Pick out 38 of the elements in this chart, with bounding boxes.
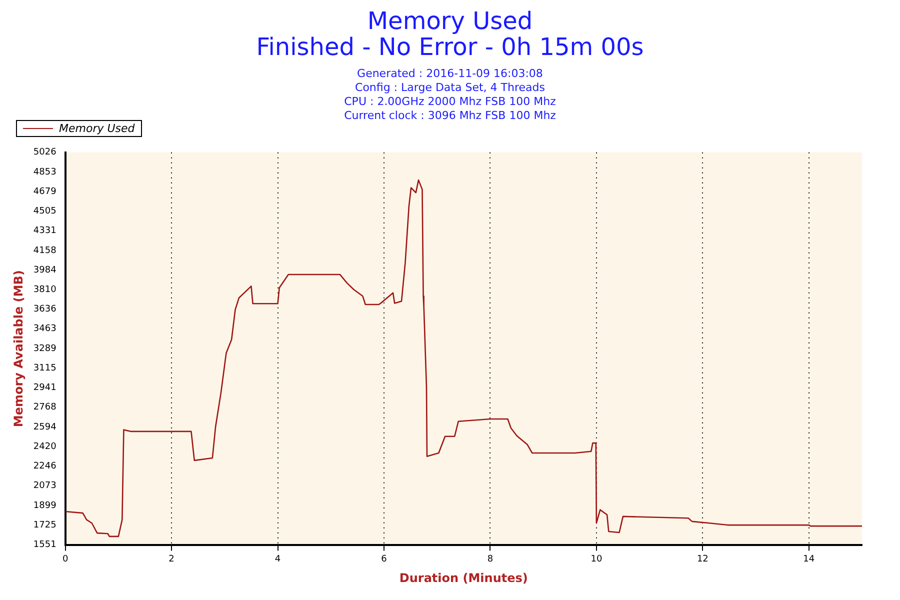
- x-tick-label: 2: [168, 554, 174, 565]
- y-tick-label: 3463: [33, 324, 56, 334]
- y-tick-label: 3810: [33, 285, 57, 296]
- y-tick-label: 1899: [33, 500, 57, 511]
- y-tick-label: 4679: [33, 186, 57, 197]
- y-tick-label: 3636: [33, 304, 57, 315]
- y-axis-title: Memory Available (MB): [11, 270, 26, 428]
- y-tick-label: 3984: [33, 265, 57, 276]
- y-tick-label: 3289: [33, 344, 57, 354]
- x-tick-label: 12: [696, 554, 708, 565]
- x-tick-label: 0: [62, 554, 68, 565]
- x-axis-title: Duration (Minutes): [399, 570, 528, 585]
- y-tick-label: 4853: [33, 167, 56, 178]
- legend-label: Memory Used: [59, 122, 135, 135]
- text: Generated : 2016-11-09 16:03:08: [356, 66, 544, 81]
- y-tick-label: 4505: [33, 206, 56, 217]
- y-tick-label: 1725: [33, 520, 56, 530]
- y-tick-label: 4331: [33, 226, 56, 236]
- text: CPU : 2.00GHz 2000 Mhz FSB 100 Mhz: [343, 94, 557, 109]
- y-tick-label: 1551: [33, 540, 56, 550]
- x-tick-label: 6: [381, 554, 388, 565]
- chart-subtitle: Finished - No Error - 0h 15m 00s: [255, 33, 645, 62]
- y-tick-label: 2594: [33, 422, 57, 432]
- x-tick-label: 8: [487, 554, 494, 565]
- y-tick-label: 3115: [33, 364, 56, 374]
- y-tick-label: 4158: [33, 246, 57, 256]
- x-tick-label: 4: [274, 554, 281, 565]
- y-tick-label: 2420: [33, 442, 57, 452]
- x-tick-label: 14: [803, 554, 815, 565]
- y-tick-label: 2073: [33, 481, 56, 492]
- y-tick-label: 2768: [33, 402, 57, 413]
- y-tick-label: 5026: [33, 148, 57, 158]
- y-tick-label: 2246: [33, 462, 57, 472]
- text: Current clock : 3096 Mhz FSB 100 Mhz: [343, 108, 557, 123]
- chart-title: Memory Used: [366, 7, 534, 35]
- x-tick-label: 10: [590, 554, 602, 565]
- text: Config : Large Data Set, 4 Threads: [354, 80, 546, 95]
- y-tick-label: 2941: [33, 383, 56, 394]
